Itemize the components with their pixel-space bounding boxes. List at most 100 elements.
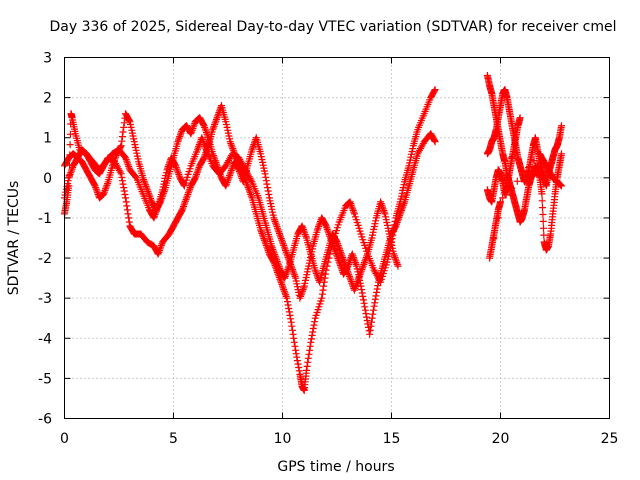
x-tick-label: 15 <box>383 431 401 447</box>
data-point-track-d <box>539 217 547 225</box>
data-point-track-b <box>203 130 211 138</box>
y-tick-label: -5 <box>38 371 52 387</box>
data-point-track-b <box>399 201 407 209</box>
x-tick-label: 5 <box>169 431 178 447</box>
data-point-track-b <box>189 123 197 131</box>
data-point-track-a <box>290 338 298 346</box>
data-point-track-b <box>176 133 184 141</box>
data-point-track-b <box>117 142 125 150</box>
data-point-track-b <box>315 221 323 229</box>
y-tick-label: 3 <box>43 51 52 67</box>
data-point-track-a <box>260 236 268 244</box>
data-point-track-a <box>193 170 200 178</box>
data-point-track-c <box>339 255 347 263</box>
data-point-track-d <box>540 231 548 239</box>
data-point-track-c <box>337 248 345 256</box>
y-tick-labels: -6 -5 -4 -3 -2 -1 0 1 2 3 <box>38 51 52 428</box>
data-point-track-c <box>200 141 208 149</box>
x-tick-label: 0 <box>60 431 69 447</box>
y-tick-label: -4 <box>38 331 52 347</box>
data-point-track-b <box>143 186 151 194</box>
data-point-track-f <box>502 191 510 199</box>
data-point-track-b <box>359 292 367 300</box>
data-point-track-c <box>198 134 206 142</box>
data-point-track-a <box>282 292 290 300</box>
data-point-track-a <box>211 119 219 127</box>
data-point-track-a <box>184 189 192 197</box>
data-point-track-b <box>100 190 108 198</box>
data-point-track-c <box>122 154 129 162</box>
data-point-track-a <box>318 294 326 302</box>
data-point-track-a <box>121 191 129 198</box>
data-point-track-a <box>117 170 125 178</box>
data-point-track-c <box>392 255 399 263</box>
data-point-track-c <box>301 231 309 239</box>
data-point-track-c <box>269 246 277 253</box>
data-point-track-d <box>539 211 547 218</box>
data-point-track-b <box>92 184 100 192</box>
data-point-track-c <box>122 156 130 163</box>
data-point-track-c <box>394 262 402 270</box>
chart-title: Day 336 of 2025, Sidereal Day-to-day VTE… <box>49 19 616 35</box>
data-points <box>61 72 565 394</box>
data-point-track-d <box>539 204 546 212</box>
plot-frame <box>64 57 610 419</box>
y-tick-label: 2 <box>43 91 52 107</box>
data-point-track-b <box>119 128 127 136</box>
data-point-track-a <box>304 354 312 362</box>
data-point-track-e <box>558 122 565 130</box>
data-point-track-c <box>380 208 388 216</box>
data-point-track-a <box>124 210 132 218</box>
data-point-track-b <box>120 123 128 131</box>
data-point-track-d <box>538 190 546 198</box>
y-tick-label: -3 <box>38 291 52 307</box>
x-tick-label: 20 <box>492 431 510 447</box>
data-point-track-c <box>359 264 366 272</box>
data-point-track-c <box>361 257 369 265</box>
data-point-track-f <box>519 170 527 178</box>
y-tick-label: -1 <box>38 211 52 227</box>
data-point-track-a <box>348 203 356 211</box>
data-point-track-c <box>274 259 282 267</box>
data-point-track-f <box>525 164 532 171</box>
data-point-track-f <box>530 157 538 165</box>
data-point-track-f <box>512 134 520 142</box>
data-point-track-c <box>152 209 160 217</box>
data-point-track-b <box>298 287 306 295</box>
data-point-track-b <box>201 123 209 131</box>
data-point-track-d <box>538 197 546 205</box>
data-point-track-b <box>323 225 331 233</box>
x-tick-label: 10 <box>274 431 292 447</box>
data-point-track-b <box>263 180 271 188</box>
data-point-track-c <box>124 161 132 169</box>
data-point-track-a <box>280 286 288 294</box>
y-tick-label: 0 <box>43 171 52 187</box>
data-point-track-b <box>350 255 358 263</box>
data-point-track-b <box>372 292 380 300</box>
data-point-track-c <box>350 286 358 294</box>
y-axis-title: SDTVAR / TECUs <box>6 181 22 296</box>
data-point-track-f <box>513 177 521 185</box>
data-point-track-b <box>141 179 149 187</box>
data-point-track-f <box>507 154 515 162</box>
data-point-track-a <box>122 194 129 202</box>
data-point-track-a <box>122 198 130 206</box>
data-point-track-b <box>394 217 402 225</box>
data-point-track-c <box>356 271 364 279</box>
data-point-track-c <box>345 271 353 279</box>
data-point-track-b <box>222 180 230 188</box>
data-point-track-a <box>154 250 162 258</box>
data-point-track-a <box>285 305 293 312</box>
data-point-track-b <box>367 322 375 330</box>
data-point-track-c <box>67 169 75 177</box>
data-point-track-b <box>272 219 280 227</box>
x-axis-title: GPS time / hours <box>277 459 394 475</box>
data-point-track-a <box>309 325 317 332</box>
x-tick-label: 25 <box>601 431 619 447</box>
data-point-track-c <box>299 224 307 232</box>
data-point-track-a <box>119 180 127 188</box>
data-point-track-a <box>247 191 255 198</box>
data-point-track-a <box>123 206 131 214</box>
data-point-track-b <box>369 306 377 314</box>
data-point-track-b <box>102 183 110 191</box>
